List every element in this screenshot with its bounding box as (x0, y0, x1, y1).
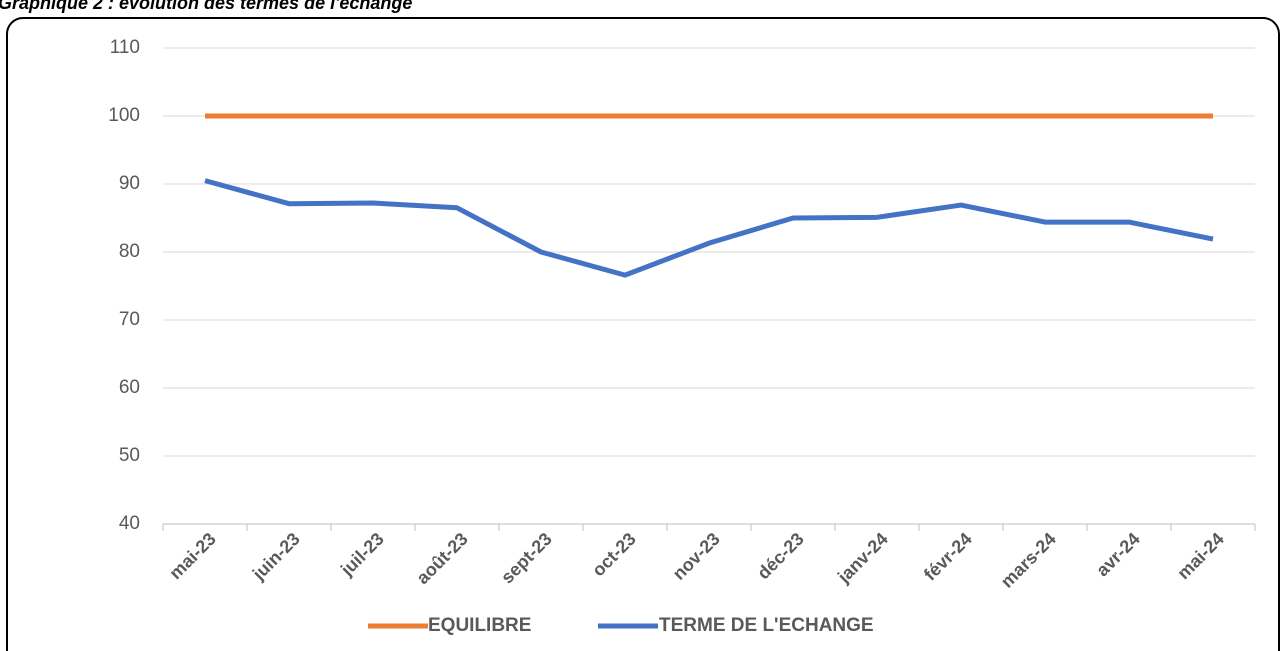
series-line (204, 178, 1214, 278)
y-tick-label: 100 (108, 105, 140, 126)
y-tick-label: 80 (119, 241, 140, 262)
y-tick-label: 50 (119, 445, 140, 466)
legend-label: EQUILIBRE (428, 615, 531, 636)
y-tick-label: 110 (110, 37, 140, 58)
y-tick-label: 60 (119, 377, 140, 398)
chart-frame (6, 17, 1280, 651)
y-tick-label: 70 (119, 309, 140, 330)
y-tick-label: 40 (119, 513, 140, 534)
y-tick-label: 90 (119, 173, 140, 194)
chart-title: Graphique 2 : évolution des termes de l'… (0, 0, 412, 13)
legend-label: TERME DE L'ECHANGE (659, 615, 874, 636)
